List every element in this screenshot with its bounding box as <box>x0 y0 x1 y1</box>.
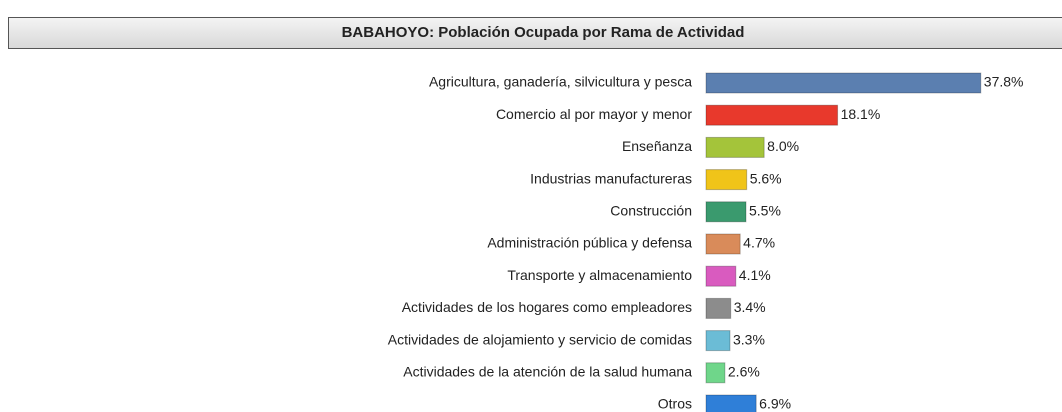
bar <box>705 233 741 255</box>
category-label: Enseñanza <box>622 138 692 154</box>
value-label: 5.6% <box>750 170 782 186</box>
value-label: 4.1% <box>739 267 771 283</box>
chart-title: BABAHOYO: Población Ocupada por Rama de … <box>342 24 745 41</box>
title-box <box>8 17 1062 49</box>
value-label: 6.9% <box>759 396 791 412</box>
category-label: Actividades de alojamiento y servicio de… <box>388 331 692 347</box>
bar <box>705 394 757 412</box>
category-label: Agricultura, ganadería, silvicultura y p… <box>429 74 692 90</box>
value-label: 4.7% <box>743 235 775 251</box>
value-label: 18.1% <box>841 106 881 122</box>
category-label: Transporte y almacenamiento <box>507 267 692 283</box>
category-label: Comercio al por mayor y menor <box>496 106 692 122</box>
category-label: Actividades de los hogares como empleado… <box>402 299 692 315</box>
category-label: Construcción <box>610 203 692 219</box>
bar <box>705 362 726 384</box>
category-label: Administración pública y defensa <box>487 235 692 251</box>
bar <box>705 169 748 191</box>
bar <box>705 201 747 223</box>
category-label: Otros <box>658 396 692 412</box>
value-label: 8.0% <box>767 138 799 154</box>
value-label: 5.5% <box>749 203 781 219</box>
bar <box>705 72 982 94</box>
bar <box>705 104 839 126</box>
value-label: 2.6% <box>728 364 760 380</box>
value-label: 3.4% <box>734 299 766 315</box>
bar <box>705 136 765 158</box>
category-label: Industrias manufactureras <box>530 170 692 186</box>
value-label: 37.8% <box>984 74 1024 90</box>
category-label: Actividades de la atención de la salud h… <box>403 364 692 380</box>
bar <box>705 330 731 352</box>
bar <box>705 265 737 287</box>
value-label: 3.3% <box>733 331 765 347</box>
bar <box>705 297 732 319</box>
